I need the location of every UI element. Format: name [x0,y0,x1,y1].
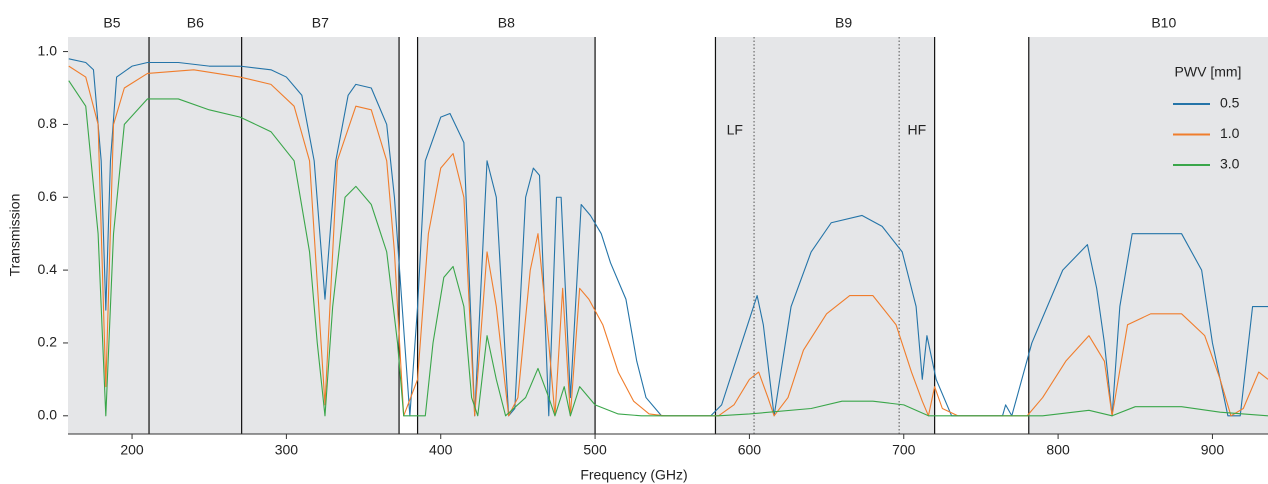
series-line [68,80,1268,417]
shaded-region [1028,37,1268,434]
x-tick-label: 200 [120,442,144,458]
band-shading [68,37,1268,434]
x-tick-label: 700 [892,442,916,458]
y-axis-label: Transmission [7,194,23,277]
y-tick-label: 0.0 [38,406,58,422]
sub-band-label: HF [908,122,927,138]
shaded-region [715,37,935,434]
annotations: B5 B6 B7 B8 B9 B10 LF HF 0.0 0.2 0.4 0.6 0.8 1.0 200 30… [38,15,1268,458]
band-label: B7 [312,15,329,31]
x-tick-label: 800 [1046,442,1070,458]
legend-label: 0.5 [1220,95,1240,111]
x-axis-label: Frequency (GHz) [580,467,687,483]
band-label: B9 [835,15,852,31]
y-tick-label: 1.0 [38,42,58,58]
band-label: B10 [1151,15,1176,31]
y-tick-label: 0.8 [38,115,58,131]
band-label: B6 [187,15,204,31]
y-tick-label: 0.4 [38,261,58,277]
band-boundaries [148,37,1030,434]
sub-band-label: LF [727,122,743,138]
series-line [68,58,1268,417]
legend-label: 1.0 [1220,125,1240,141]
y-tick-label: 0.2 [38,334,58,350]
legend-title: PWV [mm] [1175,64,1242,80]
y-tick-label: 0.6 [38,188,58,204]
band-label: B8 [498,15,515,31]
series-lines [68,58,1268,417]
x-tick-label: 500 [583,442,607,458]
legend-label: 3.0 [1220,156,1240,172]
x-tick-label: 300 [275,442,299,458]
x-tick-label: 900 [1201,442,1225,458]
series-line [68,65,1268,417]
x-tick-label: 400 [429,442,453,458]
shaded-region [68,37,400,434]
band-label: B5 [103,15,120,31]
x-tick-label: 600 [738,442,762,458]
